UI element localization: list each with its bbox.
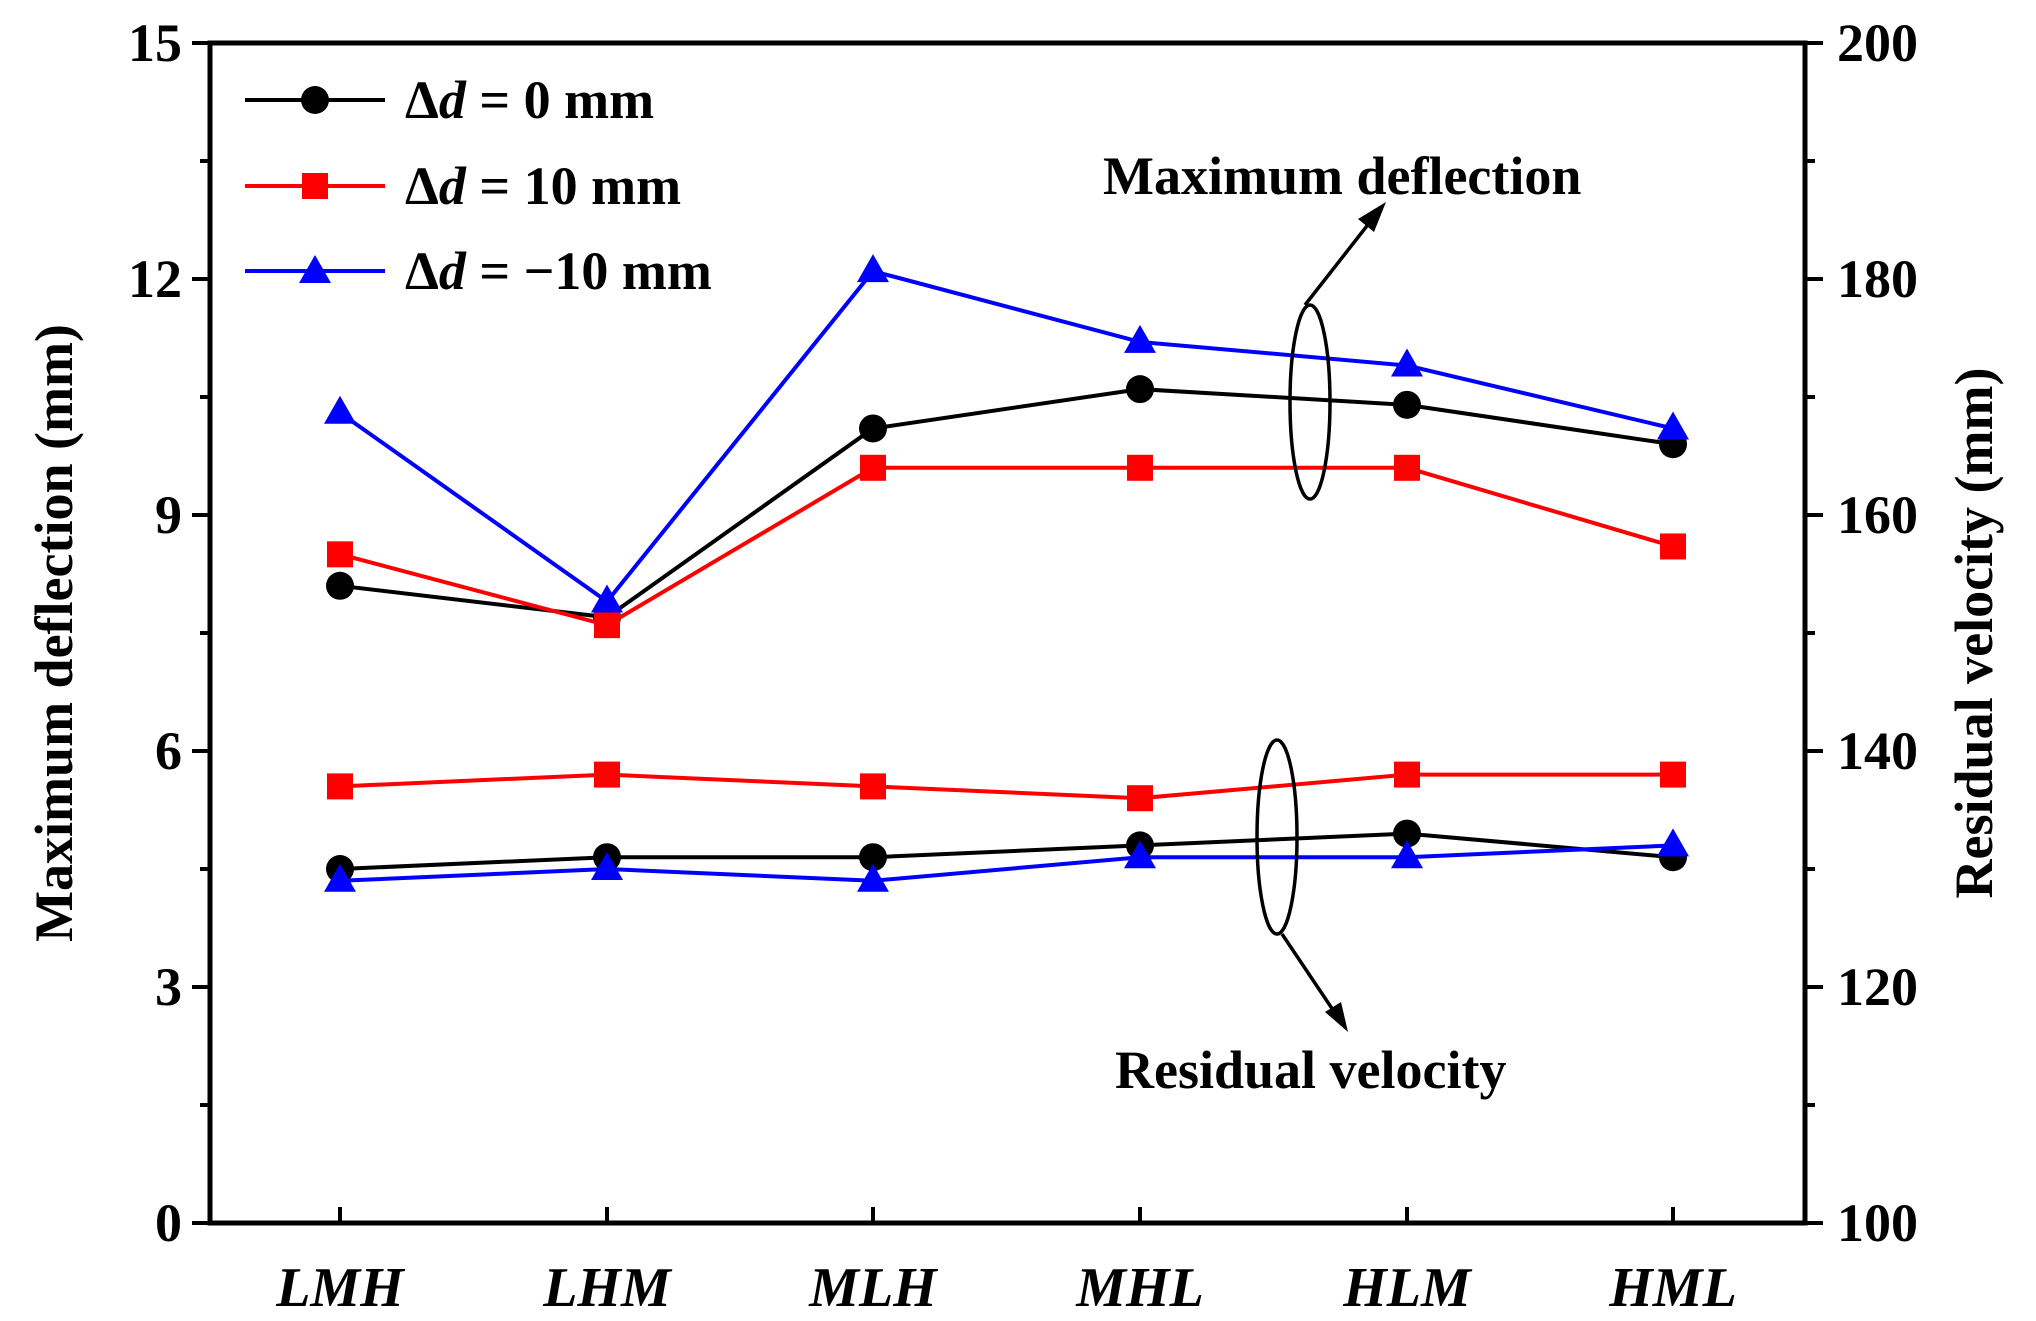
left-axis-ticks: 0 3 6 9 12 15 xyxy=(128,13,210,1253)
y-left-tick-label: 3 xyxy=(155,957,182,1017)
plot-area xyxy=(207,40,1808,1226)
legend-marker-circle xyxy=(301,86,329,114)
series-line xyxy=(339,465,1674,628)
data-point-square xyxy=(1660,533,1686,560)
maximum-deflection-arrow-line xyxy=(1303,220,1372,307)
series-5 xyxy=(324,828,1689,892)
legend-label-0mm: Δd = 0 mm xyxy=(405,70,654,130)
x-category-label: HML xyxy=(1608,1257,1737,1319)
data-point-triangle xyxy=(1657,828,1689,857)
y-left-tick-label: 9 xyxy=(155,485,182,545)
x-category-label: LMH xyxy=(275,1257,405,1319)
data-point-square xyxy=(1394,761,1420,788)
data-point-square xyxy=(860,454,886,481)
data-point-triangle xyxy=(1391,840,1423,869)
residual-velocity-ellipse xyxy=(1255,738,1299,936)
series-line xyxy=(339,772,1673,801)
data-point-circle xyxy=(1393,390,1421,419)
y-left-tick-label: 15 xyxy=(128,13,182,73)
y-right-axis-title: Residual velocity (mm) xyxy=(1944,368,2004,899)
data-point-square xyxy=(327,541,353,568)
x-category-label: LHM xyxy=(542,1257,673,1319)
annotation-residual-velocity: Residual velocity xyxy=(1115,738,1506,1100)
maximum-deflection-label: Maximum deflection xyxy=(1103,146,1581,206)
data-point-circle xyxy=(1126,375,1154,404)
data-point-square xyxy=(594,612,620,639)
y-right-tick-label: 200 xyxy=(1837,13,1918,73)
series-layer xyxy=(324,254,1689,892)
data-point-triangle xyxy=(1124,840,1156,869)
legend-entry-neg10mm: Δd = −10 mm xyxy=(245,241,712,301)
data-point-circle xyxy=(1393,819,1421,848)
legend-marker-square xyxy=(302,173,328,199)
data-point-triangle xyxy=(1657,411,1689,440)
residual-velocity-arrow-line xyxy=(1280,933,1335,1011)
y-right-tick-label: 120 xyxy=(1837,957,1918,1017)
residual-velocity-arrowhead xyxy=(1325,1002,1348,1032)
y-left-axis-title: Maximum deflection (mm) xyxy=(24,324,84,942)
x-axis-ticks: LMH LHM MLH MHL HLM HML xyxy=(275,1207,1737,1319)
series-line xyxy=(339,843,1674,883)
legend: Δd = 0 mm Δd = 10 mm Δd = −10 mm xyxy=(245,70,712,301)
series-line xyxy=(338,268,1674,605)
right-axis-ticks: 100 120 140 160 180 200 xyxy=(1805,13,1918,1253)
y-left-tick-label: 12 xyxy=(128,249,182,309)
data-point-square xyxy=(860,773,886,800)
data-point-square xyxy=(594,761,620,788)
legend-label-neg10mm: Δd = −10 mm xyxy=(405,241,712,301)
data-point-square xyxy=(327,773,353,800)
y-right-tick-label: 140 xyxy=(1837,721,1918,781)
data-point-square xyxy=(1660,761,1686,788)
data-point-triangle xyxy=(324,395,356,424)
data-point-square xyxy=(1127,785,1153,812)
x-category-label: MHL xyxy=(1075,1257,1204,1319)
data-point-triangle xyxy=(324,863,356,892)
series-2 xyxy=(324,254,1689,613)
maximum-deflection-arrowhead xyxy=(1358,202,1386,232)
data-point-circle xyxy=(859,843,887,872)
data-point-triangle xyxy=(1124,324,1156,353)
data-point-square xyxy=(1394,454,1420,481)
y-right-tick-label: 160 xyxy=(1837,485,1918,545)
data-point-triangle xyxy=(857,254,889,283)
y-right-tick-label: 100 xyxy=(1837,1193,1918,1253)
x-category-label: HLM xyxy=(1342,1257,1473,1319)
data-point-circle xyxy=(859,414,887,443)
legend-marker-triangle xyxy=(299,255,331,283)
series-0 xyxy=(326,375,1687,632)
y-left-tick-label: 0 xyxy=(155,1193,182,1253)
legend-entry-10mm: Δd = 10 mm xyxy=(245,156,681,216)
data-point-circle xyxy=(326,571,354,600)
x-category-label: MLH xyxy=(808,1257,938,1319)
maximum-deflection-ellipse xyxy=(1288,303,1332,501)
series-line xyxy=(339,831,1674,871)
series-line xyxy=(339,387,1674,620)
legend-label-10mm: Δd = 10 mm xyxy=(405,156,681,216)
legend-entry-0mm: Δd = 0 mm xyxy=(245,70,654,130)
data-point-triangle xyxy=(1391,348,1423,377)
series-1 xyxy=(327,454,1686,639)
y-left-tick-label: 6 xyxy=(155,721,182,781)
data-point-square xyxy=(1127,454,1153,481)
residual-velocity-label: Residual velocity xyxy=(1115,1040,1506,1100)
data-point-triangle xyxy=(591,584,623,613)
data-point-triangle xyxy=(591,852,623,880)
y-right-tick-label: 180 xyxy=(1837,249,1918,309)
series-4 xyxy=(327,761,1686,812)
data-point-triangle xyxy=(857,863,889,892)
annotation-maximum-deflection: Maximum deflection xyxy=(1103,146,1581,501)
